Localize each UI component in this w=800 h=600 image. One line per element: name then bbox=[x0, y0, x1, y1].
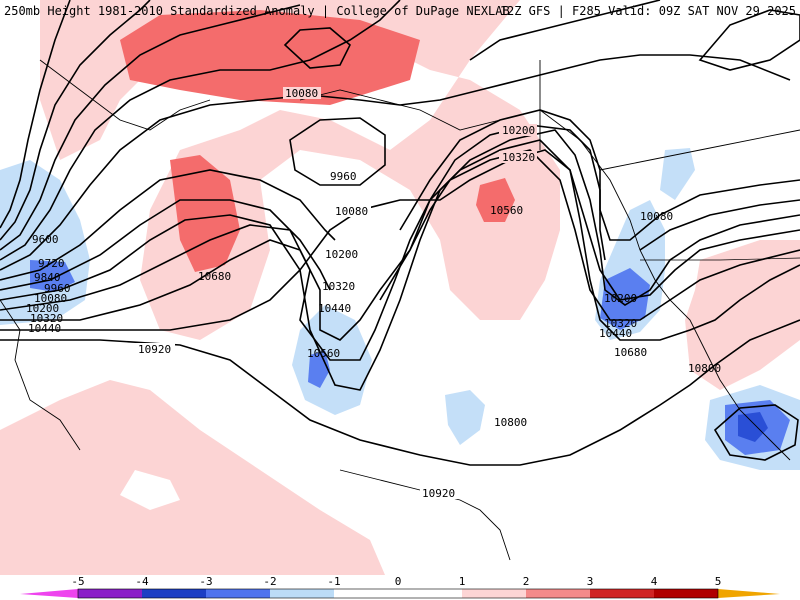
neg-anomaly-northeast bbox=[660, 148, 695, 200]
colorbar-segment bbox=[398, 589, 462, 598]
contour-label: 10320 bbox=[322, 280, 355, 293]
colorbar-ticks: -5 -4 -3 -2 -1 0 1 2 3 4 5 bbox=[71, 575, 721, 588]
colorbar-tick-label: 2 bbox=[523, 575, 530, 588]
contour-label: 10200 bbox=[502, 124, 535, 137]
colorbar-segment bbox=[78, 589, 142, 598]
contour-10680 bbox=[0, 149, 800, 341]
colorbar-segment bbox=[206, 589, 270, 598]
contour-label: 10440 bbox=[318, 302, 351, 315]
colorbar-segment bbox=[526, 589, 590, 598]
contour-label: 10200 bbox=[325, 248, 358, 261]
colorbar-tick-label: 5 bbox=[715, 575, 722, 588]
border-us-canada bbox=[640, 257, 800, 261]
coastlines bbox=[0, 59, 800, 561]
pos-anomaly-max-pacific bbox=[476, 178, 515, 222]
colorbar-segment bbox=[142, 589, 206, 598]
contour-10920 bbox=[0, 319, 800, 466]
height-contours bbox=[0, 0, 800, 466]
contour-label: 10200 bbox=[26, 302, 59, 315]
colorbar-segment bbox=[462, 589, 526, 598]
contour-label: 10080 bbox=[335, 205, 368, 218]
contour-label: 9720 bbox=[38, 257, 65, 270]
contour-9720 bbox=[0, 0, 151, 241]
contour-10440 bbox=[0, 129, 800, 391]
contour-label: 10080 bbox=[34, 292, 67, 305]
contour-label: 10920 bbox=[422, 487, 455, 500]
colorbar-tick-label: 0 bbox=[395, 575, 402, 588]
contour-label: 9840 bbox=[34, 271, 61, 284]
colorbar-segment bbox=[334, 589, 398, 598]
colorbar-tick-label: 4 bbox=[651, 575, 658, 588]
pos-anomaly-max-alaska bbox=[170, 155, 240, 272]
contour-9960 bbox=[0, 0, 401, 261]
neg-anomaly-low-center-core bbox=[308, 350, 330, 388]
contour-label: 10680 bbox=[198, 270, 231, 283]
contour-label: 10800 bbox=[688, 362, 721, 375]
contour-label: 10560 bbox=[490, 204, 523, 217]
color-bar: -5 -4 -3 -2 -1 0 1 2 3 4 5 bbox=[20, 575, 780, 599]
model-run-info: 12Z GFS | F285 Valid: 09Z SAT NOV 29 202… bbox=[499, 4, 796, 18]
contour-label: 10440 bbox=[28, 322, 61, 335]
colorbar-tick-label: -4 bbox=[135, 575, 149, 588]
pos-anomaly-southwest-island bbox=[120, 470, 180, 510]
contour-9960-low bbox=[289, 117, 386, 186]
contour-northeast-low bbox=[698, 9, 800, 71]
contour-labels: 10080 9960 10080 10200 10320 10440 10560… bbox=[26, 87, 721, 500]
colorbar-segment bbox=[654, 589, 718, 598]
contour-label: 10320 bbox=[502, 151, 535, 164]
contour-label: 10680 bbox=[614, 346, 647, 359]
contour-label: 9960 bbox=[330, 170, 357, 183]
contour-label: 9960 bbox=[44, 282, 71, 295]
colorbar-tick-label: 3 bbox=[587, 575, 594, 588]
contour-10200 bbox=[0, 109, 800, 281]
colorbar-tick-label: -3 bbox=[199, 575, 212, 588]
colorbar-segment bbox=[590, 589, 654, 598]
colorbar-tick-label: -1 bbox=[327, 575, 340, 588]
contour-label: 10920 bbox=[138, 343, 171, 356]
neg-anomaly-southeast-core bbox=[738, 412, 768, 442]
coastline-siberia bbox=[39, 59, 211, 131]
contour-label: 10080 bbox=[285, 87, 318, 100]
contour-label: 9600 bbox=[32, 233, 59, 246]
coastline-alaska bbox=[299, 89, 791, 461]
contour-10080 bbox=[0, 54, 791, 271]
colorbar-segment bbox=[270, 589, 334, 598]
coastline-asia bbox=[0, 299, 81, 451]
pos-anomaly-north bbox=[40, 0, 560, 340]
contour-9840 bbox=[0, 4, 301, 251]
neg-anomaly-hawaii bbox=[445, 390, 485, 445]
contour-label: 10200 bbox=[604, 292, 637, 305]
pos-anomaly-max-northwest bbox=[120, 10, 420, 105]
neg-anomaly-west-core bbox=[30, 260, 75, 292]
contour-southeast-low bbox=[713, 404, 799, 461]
map-title: 250mb Height 1981-2010 Standardized Anom… bbox=[4, 4, 510, 18]
contour-label: 10440 bbox=[599, 327, 632, 340]
contour-label: 10800 bbox=[494, 416, 527, 429]
colorbar-arrow-right bbox=[718, 589, 780, 598]
colorbar-tick-label: 1 bbox=[459, 575, 466, 588]
pos-anomaly-southwest bbox=[0, 380, 385, 575]
positive-anomaly-shading bbox=[0, 0, 800, 575]
colorbar-tick-label: -2 bbox=[263, 575, 276, 588]
contour-label: 10320 bbox=[30, 312, 63, 325]
coastline-south bbox=[339, 469, 511, 561]
colorbar-arrow-left bbox=[20, 589, 78, 598]
colorbar-outline bbox=[77, 588, 719, 599]
contour-north-low bbox=[283, 27, 351, 69]
contour-northeast-arc bbox=[469, 0, 661, 61]
contour-9600 bbox=[0, 0, 71, 229]
pos-anomaly-east bbox=[685, 240, 800, 390]
contour-label: 10080 bbox=[640, 210, 673, 223]
contour-label: 10560 bbox=[307, 347, 340, 360]
contour-label: 10320 bbox=[604, 317, 637, 330]
colorbar-tick-label: -5 bbox=[71, 575, 84, 588]
